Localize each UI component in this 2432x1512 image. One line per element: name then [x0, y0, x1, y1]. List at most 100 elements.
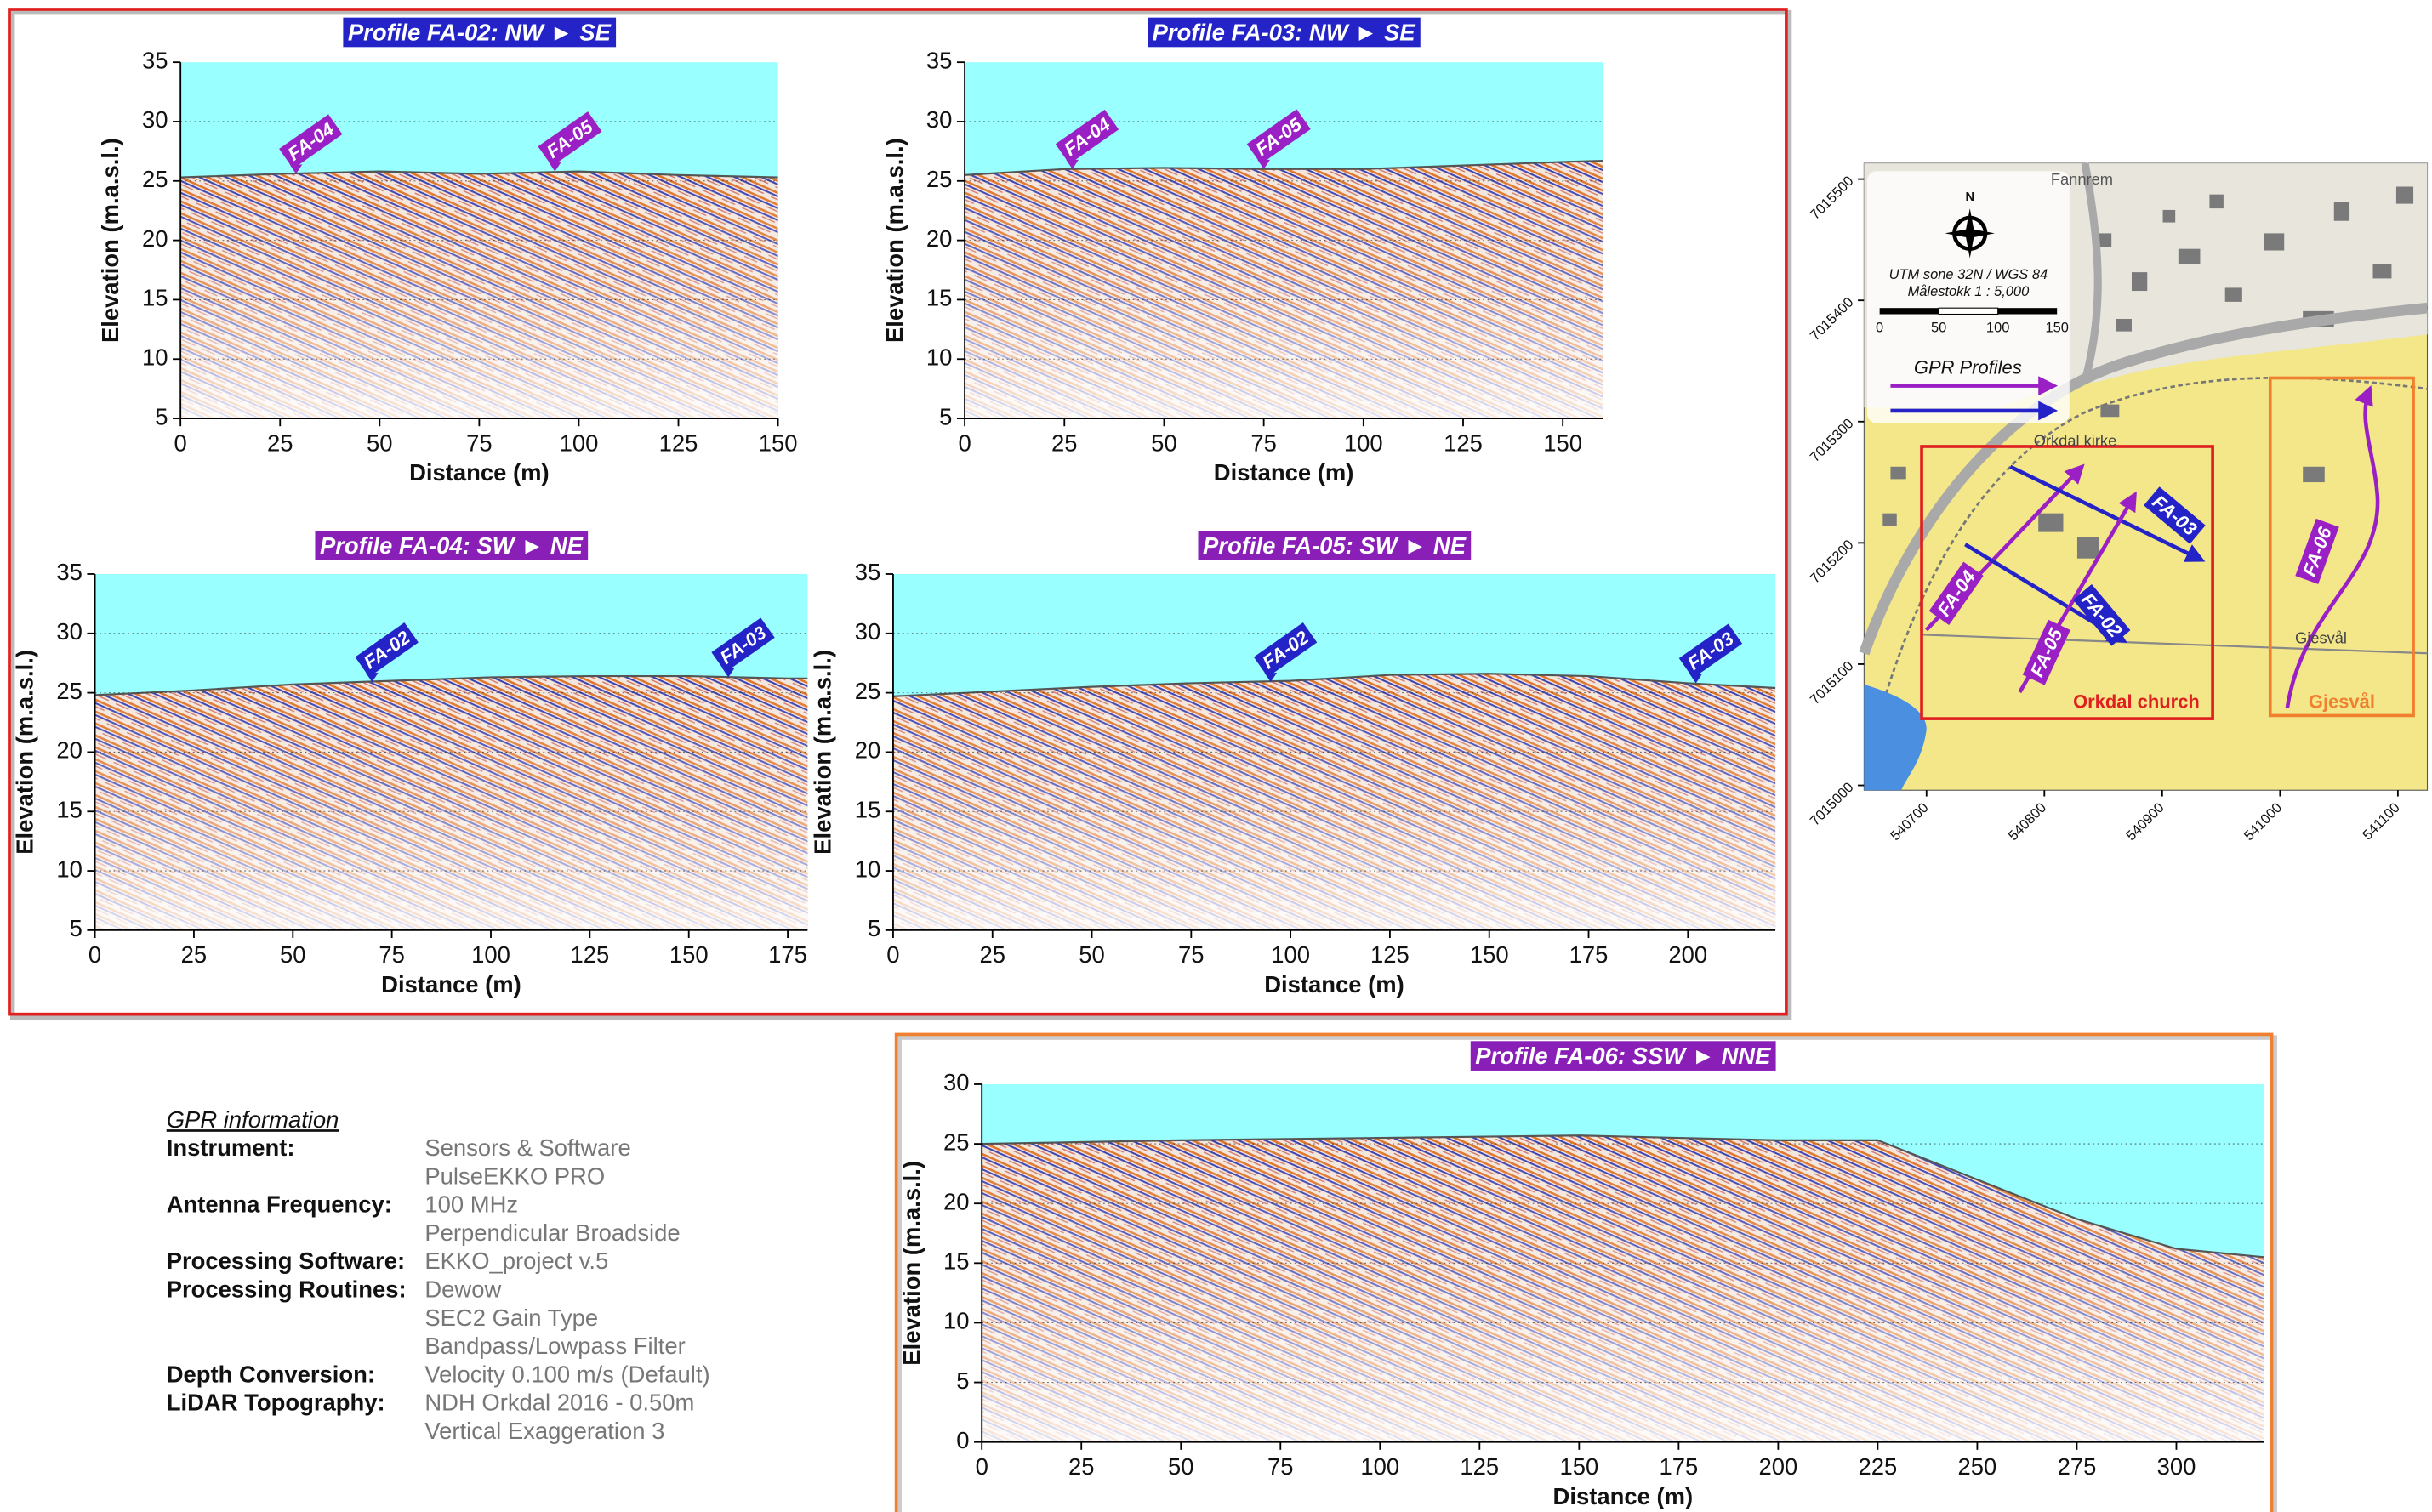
y-tick-label: 30: [56, 618, 83, 645]
profile-label-bg: [2072, 583, 2131, 646]
y-tick-label: 20: [943, 1188, 970, 1214]
scale-bar: [1938, 307, 1999, 315]
x-tick-label: 25: [267, 429, 293, 456]
y-tick-label: 35: [142, 47, 168, 73]
map-tick-label: 7015300: [1808, 416, 1857, 465]
map-tick-label: 540700: [1888, 800, 1932, 844]
y-tick-label: 30: [926, 106, 953, 133]
profile-line: [2009, 464, 2206, 562]
y-tick-label: 15: [56, 796, 83, 822]
place-label: Orkdal kirke: [2034, 431, 2117, 449]
map-scale: Målestokk 1 : 5,000: [1908, 284, 2030, 299]
map-tick-label: 7015500: [1808, 173, 1857, 223]
scale-bar: [1997, 308, 2058, 315]
info-value: Dewow: [424, 1276, 501, 1303]
x-tick-label: 0: [958, 429, 971, 456]
y-tick-label: 25: [56, 678, 83, 704]
x-tick-label: 200: [1668, 941, 1707, 968]
x-tick-label: 125: [570, 941, 609, 968]
surface-line: [965, 159, 1603, 176]
x-tick-label: 175: [1659, 1453, 1698, 1480]
x-axis-title: Distance (m): [409, 459, 550, 486]
marker-label-bg: [279, 114, 343, 169]
chart-title: Profile FA-06: SSW ► NNE: [1475, 1043, 1771, 1069]
radargram-fade: [982, 1135, 2264, 1442]
x-tick-label: 25: [1068, 1453, 1095, 1480]
marker-label-bg: [1678, 623, 1743, 679]
x-tick-label: 50: [280, 941, 306, 968]
x-tick-label: 100: [560, 429, 599, 456]
profile-label-bg: [2144, 486, 2206, 544]
x-tick-label: 125: [1370, 941, 1410, 968]
chart-title-bg: [315, 531, 589, 560]
profile-line: [2285, 385, 2380, 708]
x-tick-label: 100: [1271, 941, 1310, 968]
chart-title: Profile FA-04: SW ► NE: [320, 532, 584, 559]
x-tick-label: 25: [181, 941, 208, 968]
x-axis-title: Distance (m): [381, 971, 521, 998]
north-label: N: [1965, 190, 1974, 204]
y-tick-label: 15: [855, 796, 881, 822]
y-tick-label: 30: [855, 618, 881, 645]
water: [1864, 684, 1927, 791]
x-tick-label: 250: [1958, 1453, 1997, 1480]
info-label: Depth Conversion:: [167, 1361, 375, 1387]
x-tick-label: 175: [1569, 941, 1609, 968]
y-axis-title: Elevation (m.a.s.l.): [898, 1161, 925, 1366]
info-value: EKKO_project v.5: [424, 1248, 608, 1274]
scale-tick-label: 0: [1876, 320, 1883, 335]
chart-title: Profile FA-05: SW ► NE: [1198, 531, 1472, 560]
y-tick-label: 20: [855, 737, 881, 764]
y-tick-label: 20: [926, 225, 953, 252]
y-tick-label: 5: [868, 915, 880, 941]
map: N UTM sone 32N / WGS 84 Målestokk 1 : 5,…: [1808, 162, 2429, 844]
north-arrow: [1945, 208, 1996, 259]
box-label: Orkdal church: [2073, 691, 2200, 713]
railway: [1873, 376, 2428, 732]
info-value: Vertical Exaggeration 3: [424, 1418, 664, 1444]
x-tick-label: 75: [1178, 941, 1205, 968]
y-tick-label: 5: [956, 1367, 969, 1394]
x-tick-label: 25: [979, 941, 1005, 968]
x-tick-label: 75: [1267, 1453, 1294, 1480]
y-tick-label: 25: [943, 1128, 970, 1155]
x-tick-label: 300: [2157, 1453, 2196, 1480]
x-tick-label: 50: [367, 429, 393, 456]
chart-title: Profile FA-02: NW ► SE: [343, 17, 617, 48]
area-box: [1920, 445, 2214, 720]
datum: UTM sone 32N / WGS 84: [1889, 267, 2048, 282]
y-tick-label: 30: [142, 106, 168, 133]
x-tick-label: 100: [1360, 1453, 1399, 1480]
marker-label-bg: [538, 111, 602, 167]
x-tick-label: 75: [1250, 429, 1277, 456]
radargram-fade: [180, 171, 778, 419]
info-title: GPR information: [167, 1106, 339, 1133]
x-tick-label: 0: [174, 429, 187, 456]
x-tick-label: 150: [1559, 1453, 1598, 1480]
info-label: Antenna Frequency:: [167, 1191, 392, 1218]
y-axis-title: Elevation (m.a.s.l.): [11, 650, 37, 855]
info-value: Bandpass/Lowpass Filter: [424, 1333, 685, 1359]
map-tick-label: 7015400: [1808, 294, 1857, 344]
x-tick-label: 150: [759, 429, 798, 456]
info-label: Processing Routines:: [167, 1276, 407, 1303]
chart-title-bg: [343, 17, 617, 48]
y-axis-title: Elevation (m.a.s.l.): [97, 138, 123, 343]
scale-tick-label: 150: [2045, 320, 2068, 335]
x-tick-label: 225: [1859, 1453, 1898, 1480]
profile-label-bg: [2295, 518, 2339, 584]
marker-label-bg: [355, 622, 419, 678]
x-tick-label: 200: [1759, 1453, 1798, 1480]
x-tick-label: 50: [1151, 429, 1177, 456]
info-value: SEC2 Gain Type: [424, 1305, 598, 1331]
info-value: Perpendicular Broadside: [424, 1219, 680, 1246]
info-label: LiDAR Topography:: [167, 1390, 385, 1416]
y-tick-label: 20: [142, 225, 168, 252]
panel-shadow: [9, 9, 1792, 1020]
panel-shadow: [897, 1035, 2277, 1512]
y-tick-label: 15: [943, 1248, 970, 1275]
y-tick-label: 5: [939, 403, 952, 429]
map-tick-label: 7015200: [1808, 537, 1857, 587]
